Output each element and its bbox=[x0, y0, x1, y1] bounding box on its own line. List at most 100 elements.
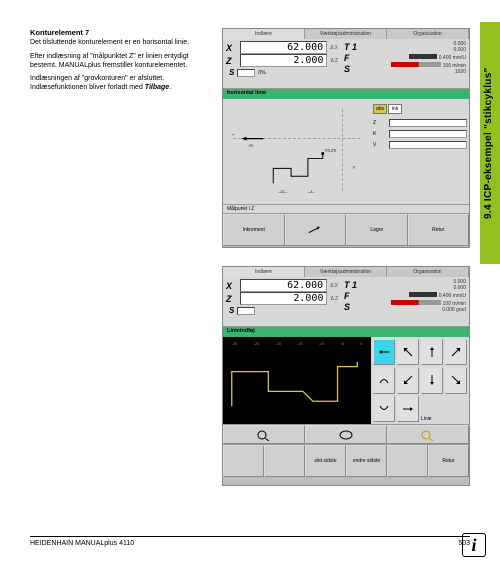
footer-left: HEIDENHAIN MANUALplus 4110 bbox=[30, 540, 134, 547]
svg-text:-25: -25 bbox=[254, 341, 261, 346]
field-v-input[interactable] bbox=[389, 141, 467, 149]
body-text: Konturelement 7 Det tilsluttende konture… bbox=[30, 28, 210, 98]
screenshot-1: Indlære Værktøjsadministration Organisat… bbox=[222, 28, 470, 248]
f-label: F bbox=[344, 53, 350, 63]
page-footer: HEIDENHAIN MANUALplus 4110 503 bbox=[30, 536, 470, 547]
btn-lagre[interactable]: Lagre bbox=[346, 214, 408, 246]
btn2-5[interactable] bbox=[387, 445, 428, 477]
panel-title: horisontal linie bbox=[223, 89, 469, 99]
t-value: T 1 bbox=[344, 42, 357, 52]
contour-graph: -30 -25 -20 -15 -10 -5 0 bbox=[223, 337, 371, 424]
diagram-panel: + XS,ZS –Z1– –Z– X –Z– abs ink Z K V bbox=[223, 99, 469, 205]
svg-text:–Z1–: –Z1– bbox=[278, 189, 288, 194]
dx-label: Δ X bbox=[327, 45, 338, 51]
btn-retur[interactable]: Retur bbox=[408, 214, 470, 246]
section-tab: 9.4 ICP-eksempel "stikcyklus" bbox=[480, 22, 500, 264]
s-pct: 0% bbox=[258, 70, 265, 76]
dz-label: Δ Z bbox=[327, 58, 338, 64]
tab2-vaerktoj[interactable]: Værktøjsadministration bbox=[305, 267, 387, 277]
btn2-retur[interactable]: Retur bbox=[428, 445, 469, 477]
screenshot-2: Indlære Værktøjsadministration Organisat… bbox=[222, 266, 470, 486]
svg-text:–Z–: –Z– bbox=[247, 143, 255, 148]
tab-organisation[interactable]: Organisation bbox=[387, 29, 469, 39]
s-box bbox=[237, 69, 255, 77]
sym-arc1-icon[interactable] bbox=[373, 367, 395, 393]
sym-downleft-icon[interactable] bbox=[397, 367, 419, 393]
sym-right-icon[interactable] bbox=[397, 396, 419, 422]
para-3: Indlæsningen af "grovkonturen" er afslut… bbox=[30, 75, 210, 93]
s-bar-icon-2 bbox=[391, 300, 441, 305]
svg-text:-5: -5 bbox=[341, 341, 345, 346]
btn2-slet[interactable]: slet sidste bbox=[305, 445, 346, 477]
panel-title-2: Linieindføj bbox=[223, 327, 469, 337]
zoom-lens1-icon[interactable] bbox=[223, 425, 305, 444]
zoom-lens3-icon[interactable] bbox=[387, 425, 469, 444]
s-label-r: S bbox=[344, 64, 350, 74]
svg-text:–Z–: –Z– bbox=[308, 189, 316, 194]
status-row: Målpunkt i Z bbox=[223, 205, 469, 214]
readout-2: X62.000Δ X Z2.000Δ Z S T 10.0000.000 F 0… bbox=[223, 277, 469, 327]
zoom-lens2-icon[interactable] bbox=[305, 425, 387, 444]
sym-downright-icon[interactable] bbox=[445, 367, 467, 393]
axis-x-value: 62.000 bbox=[240, 41, 327, 54]
axis-x-label: X bbox=[226, 43, 240, 53]
sym-up-icon[interactable] bbox=[421, 339, 443, 365]
btn2-endre[interactable]: endre sidste bbox=[346, 445, 387, 477]
svg-text:0: 0 bbox=[360, 341, 363, 346]
btn2-2[interactable] bbox=[264, 445, 305, 477]
s-max: 1020 bbox=[455, 69, 466, 75]
axis-z-label: Z bbox=[226, 56, 240, 66]
sym-arc2-icon[interactable] bbox=[373, 396, 395, 422]
heading: Konturelement 7 bbox=[30, 28, 210, 37]
svg-text:-15: -15 bbox=[297, 341, 304, 346]
svg-text:-20: -20 bbox=[275, 341, 282, 346]
f-bar-icon-2 bbox=[409, 292, 437, 297]
field-z-label: Z bbox=[373, 120, 387, 126]
field-k-label: K bbox=[373, 131, 387, 137]
f-bar-icon bbox=[409, 54, 437, 59]
button-row: Inkrement Lagre Retur bbox=[223, 214, 469, 246]
readout-right-2: T 10.0000.000 F 0.400 mm/U S 100 m/min0.… bbox=[341, 277, 469, 326]
svg-text:+: + bbox=[232, 134, 235, 139]
btn-inkrement[interactable]: Inkrement bbox=[223, 214, 285, 246]
svg-text:XS,ZS: XS,ZS bbox=[325, 148, 337, 153]
tabs: Indlære Værktøjsadministration Organisat… bbox=[223, 29, 469, 39]
readout-right: T 10.0000.000 F 0.400 mm/U S 100 m/min10… bbox=[341, 39, 469, 88]
abs-btn[interactable]: abs bbox=[373, 104, 387, 114]
svg-text:-10: -10 bbox=[319, 341, 326, 346]
symbol-grid: Linie bbox=[371, 337, 469, 424]
graph-panel: -30 -25 -20 -15 -10 -5 0 Linie bbox=[223, 337, 469, 425]
svg-text:-30: -30 bbox=[232, 341, 239, 346]
button-row-2: slet sidste endre sidste Retur bbox=[223, 445, 469, 477]
zoom-row bbox=[223, 425, 469, 445]
sym-left-icon[interactable] bbox=[373, 339, 395, 365]
tab2-organisation[interactable]: Organisation bbox=[387, 267, 469, 277]
axis-z-value: 2.000 bbox=[240, 54, 327, 67]
field-k-input[interactable] bbox=[389, 130, 467, 138]
field-panel: abs ink Z K V bbox=[371, 99, 469, 204]
btn2-1[interactable] bbox=[223, 445, 264, 477]
tab2-indlaere[interactable]: Indlære bbox=[223, 267, 305, 277]
svg-text:X: X bbox=[352, 164, 355, 169]
readout-panel: X62.000Δ X Z2.000Δ Z S 0% T 10.0000.000 F… bbox=[223, 39, 469, 89]
tab-indlaere[interactable]: Indlære bbox=[223, 29, 305, 39]
field-z-input[interactable] bbox=[389, 119, 467, 127]
linie-label: Linie bbox=[421, 416, 467, 422]
contour-diagram: + XS,ZS –Z1– –Z– X –Z– bbox=[223, 99, 371, 204]
s-bar-icon bbox=[391, 62, 441, 67]
ink-btn[interactable]: ink bbox=[388, 104, 402, 114]
btn-arrow[interactable] bbox=[285, 214, 347, 246]
sym-down-icon[interactable] bbox=[421, 367, 443, 393]
para-1: Det tilsluttende konturelement er en hor… bbox=[30, 39, 210, 48]
field-v-label: V bbox=[373, 142, 387, 148]
x-value-2: 62.000 bbox=[240, 279, 327, 292]
tab-vaerktoj[interactable]: Værktøjsadministration bbox=[305, 29, 387, 39]
readout-left-2: X62.000Δ X Z2.000Δ Z S bbox=[223, 277, 341, 326]
sym-upright-icon[interactable] bbox=[445, 339, 467, 365]
sym-upleft-icon[interactable] bbox=[397, 339, 419, 365]
s-label: S bbox=[229, 68, 234, 77]
f-value: 0.400 mm/U bbox=[439, 55, 466, 61]
para-2: Efter indlæsning af "målpunktet Z" er li… bbox=[30, 53, 210, 71]
tabs-2: Indlære Værktøjsadministration Organisat… bbox=[223, 267, 469, 277]
z-value-2: 2.000 bbox=[240, 292, 327, 305]
